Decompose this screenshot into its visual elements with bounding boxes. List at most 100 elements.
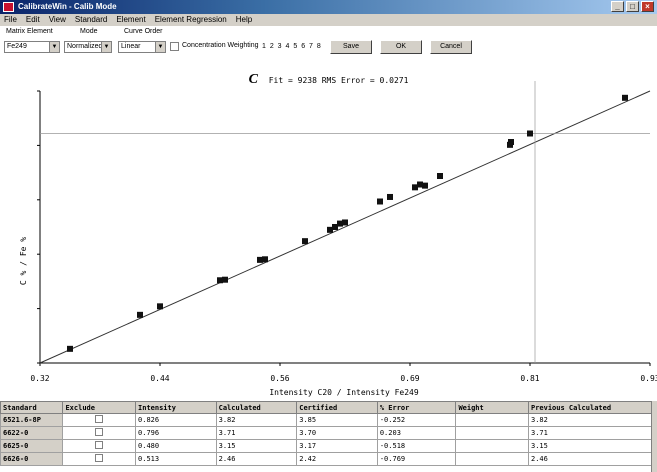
cell-error[interactable]: -0.518 — [376, 439, 457, 453]
cell-weight[interactable] — [455, 452, 529, 466]
data-point — [222, 276, 228, 283]
cell-standard[interactable]: 6626-0 — [0, 452, 64, 466]
ok-button[interactable]: OK — [380, 40, 422, 54]
table-row[interactable]: 6622-0 0.796 3.71 3.70 0.203 3.71 — [0, 426, 657, 440]
data-point — [137, 311, 143, 318]
cell-standard[interactable]: 6521.6-8P — [0, 413, 64, 427]
x-tick-label: 0.44 — [150, 374, 169, 383]
calibration-chart[interactable]: 0.32 0.44 0.56 0.69 0.81 0.93 C % / Fe % Inte… — [0, 61, 657, 400]
col-certified[interactable]: Certified — [296, 401, 378, 414]
cell-calculated[interactable]: 3.71 — [215, 426, 298, 440]
data-point — [387, 193, 393, 200]
cell-exclude[interactable] — [62, 452, 137, 466]
data-point — [337, 220, 343, 227]
cell-intensity[interactable]: 0.513 — [135, 452, 217, 466]
cell-error[interactable]: 0.203 — [376, 426, 457, 440]
cell-certified[interactable]: 3.70 — [296, 426, 378, 440]
window-title-bar[interactable]: CalibrateWin - Calib Mode _ □ × — [0, 0, 657, 14]
mode-select[interactable]: Normalized ▼ — [64, 41, 112, 53]
exclude-checkbox[interactable] — [95, 428, 104, 436]
x-tick-label: 0.32 — [30, 374, 49, 383]
curve-order-select[interactable]: Linear ▼ — [118, 41, 166, 53]
cell-calculated[interactable]: 3.82 — [215, 413, 298, 427]
col-weight[interactable]: Weight — [455, 401, 529, 414]
cell-exclude[interactable] — [62, 426, 137, 440]
x-axis-label: Intensity C20 / Intensity Fe249 — [269, 388, 418, 397]
minimize-button[interactable]: _ — [611, 1, 624, 12]
chevron-down-icon[interactable]: ▼ — [101, 42, 111, 52]
cancel-button[interactable]: Cancel — [430, 40, 472, 54]
cell-certified[interactable]: 3.85 — [296, 413, 378, 427]
cell-weight[interactable] — [455, 426, 529, 440]
concentration-weighting-checkbox[interactable] — [170, 42, 179, 51]
col-exclude[interactable]: Exclude — [62, 401, 137, 414]
data-point — [417, 181, 423, 188]
chevron-down-icon[interactable]: ▼ — [155, 42, 165, 52]
x-tick-label: 0.69 — [400, 374, 419, 383]
col-calculated[interactable]: Calculated — [215, 401, 298, 414]
x-tick-label: 0.93 — [640, 374, 657, 383]
col-error[interactable]: % Error — [376, 401, 457, 414]
table-header-row: Standard Exclude Intensity Calculated Ce… — [0, 401, 657, 414]
cell-calculated[interactable]: 2.46 — [215, 452, 298, 466]
menu-edit[interactable]: Edit — [25, 15, 40, 24]
cell-certified[interactable]: 3.17 — [296, 439, 378, 453]
matrix-element-select[interactable]: Fe249 ▼ — [4, 41, 60, 53]
cell-calculated[interactable]: 3.15 — [215, 439, 298, 453]
save-button[interactable]: Save — [330, 40, 372, 54]
data-point — [422, 182, 428, 189]
cell-error[interactable]: -0.252 — [376, 413, 457, 427]
cell-previous[interactable]: 3.82 — [527, 413, 657, 427]
menu-element[interactable]: Element — [116, 15, 146, 24]
concentration-weighting-label: Concentration Weighting — [182, 42, 259, 49]
menu-file[interactable]: File — [4, 15, 17, 24]
data-point — [302, 238, 308, 245]
chevron-down-icon[interactable]: ▼ — [49, 42, 59, 52]
cell-intensity[interactable]: 0.826 — [135, 413, 217, 427]
table-row[interactable]: 6625-0 0.480 3.15 3.17 -0.518 3.15 — [0, 439, 657, 453]
cell-intensity[interactable]: 0.796 — [135, 426, 217, 440]
close-button[interactable]: × — [641, 1, 654, 12]
exclude-checkbox[interactable] — [95, 454, 104, 462]
cell-certified[interactable]: 2.42 — [296, 452, 378, 466]
menu-view[interactable]: View — [48, 15, 66, 24]
cell-intensity[interactable]: 0.480 — [135, 439, 217, 453]
cell-error[interactable]: -0.769 — [376, 452, 457, 466]
col-previous-calculated[interactable]: Previous Calculated — [527, 401, 657, 414]
table-row[interactable]: 6626-0 0.513 2.46 2.42 -0.769 2.46 — [0, 452, 657, 466]
window-title: CalibrateWin - Calib Mode — [18, 2, 117, 11]
menu-help[interactable]: Help — [235, 15, 253, 24]
app-icon — [3, 2, 14, 12]
cell-previous[interactable]: 3.15 — [527, 439, 657, 453]
data-point — [412, 184, 418, 191]
table-scrollbar[interactable] — [651, 401, 657, 472]
maximize-button[interactable]: □ — [626, 1, 639, 12]
table-row[interactable]: 6521.6-8P 0.826 3.82 3.85 -0.252 3.82 — [0, 413, 657, 427]
cell-exclude[interactable] — [62, 413, 137, 427]
data-point — [377, 198, 383, 205]
menu-element-regression[interactable]: Element Regression — [154, 15, 227, 24]
matrix-element-value: Fe249 — [7, 43, 27, 50]
standards-table: Standard Exclude Intensity Calculated Ce… — [0, 401, 657, 466]
exclude-checkbox[interactable] — [95, 441, 104, 449]
cell-previous[interactable]: 2.46 — [527, 452, 657, 466]
cell-previous[interactable]: 3.71 — [527, 426, 657, 440]
data-point — [527, 130, 533, 137]
col-intensity[interactable]: Intensity — [135, 401, 217, 414]
curve-order-label: Curve Order — [124, 28, 163, 35]
exclude-checkbox[interactable] — [95, 415, 104, 423]
cell-exclude[interactable] — [62, 439, 137, 453]
y-axis-label: C % / Fe % — [19, 237, 28, 285]
data-point — [327, 226, 333, 233]
data-point — [67, 345, 73, 352]
col-standard[interactable]: Standard — [0, 401, 64, 414]
cell-weight[interactable] — [455, 413, 529, 427]
data-point — [332, 224, 338, 230]
plot-element: C — [248, 72, 258, 87]
menu-bar: File Edit View Standard Element Element … — [0, 14, 657, 26]
curve-order-value: Linear — [121, 43, 141, 50]
cell-weight[interactable] — [455, 439, 529, 453]
cell-standard[interactable]: 6622-0 — [0, 426, 64, 440]
menu-standard[interactable]: Standard — [74, 15, 108, 24]
cell-standard[interactable]: 6625-0 — [0, 439, 64, 453]
